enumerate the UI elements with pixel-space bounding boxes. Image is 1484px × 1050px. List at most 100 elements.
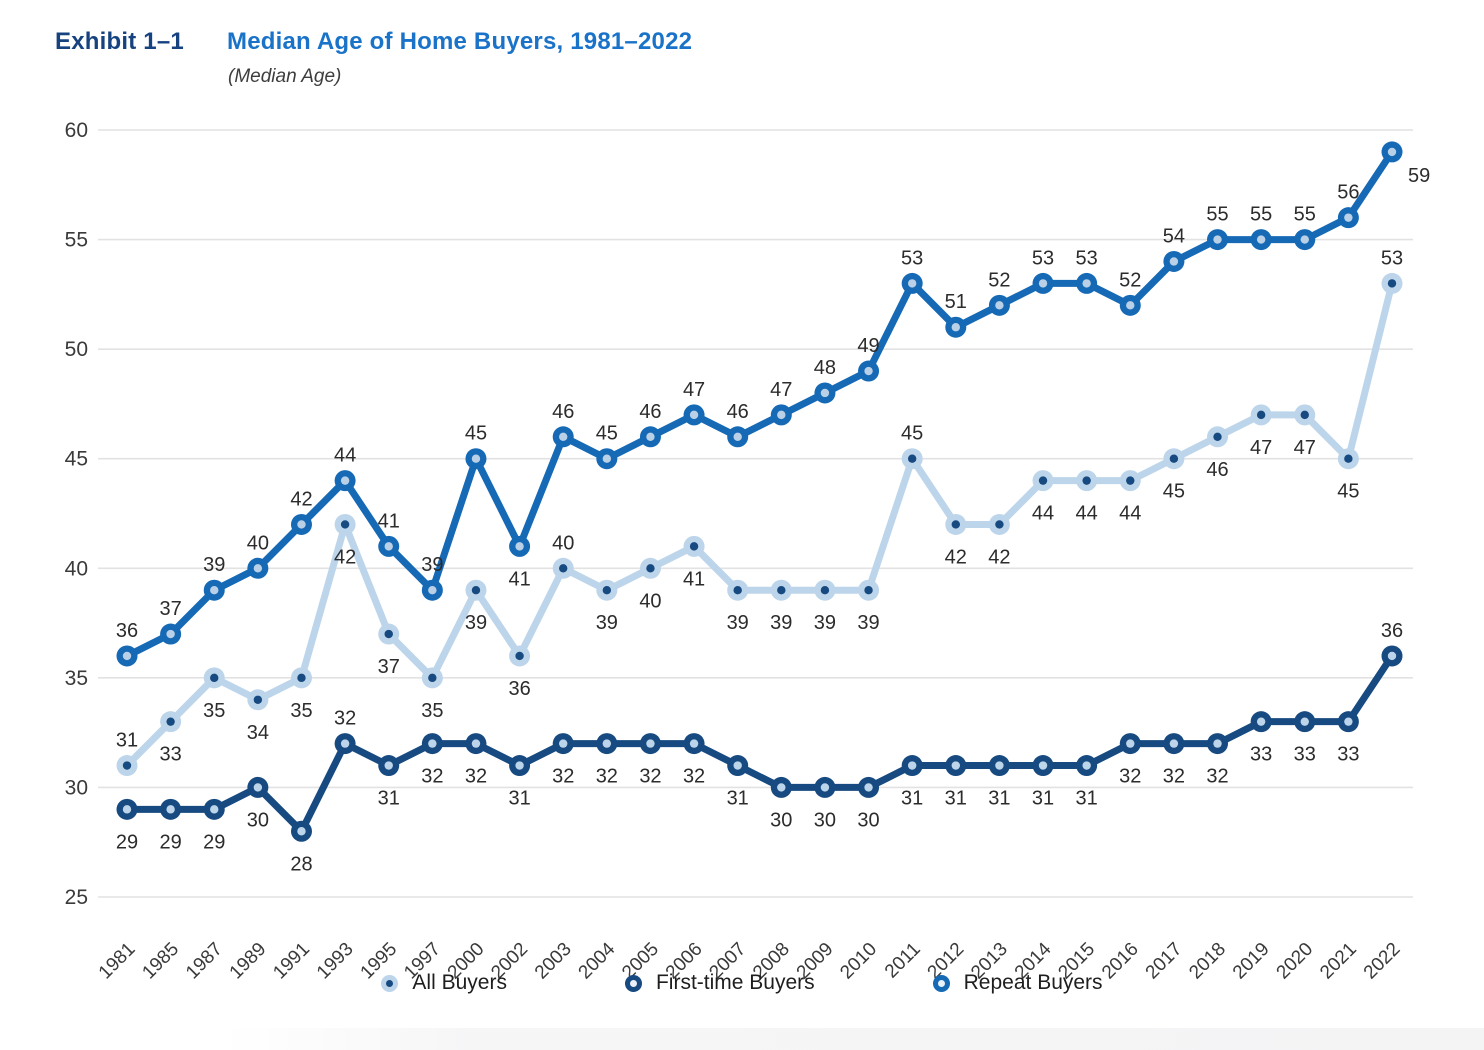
data-point-center [733, 586, 742, 595]
data-label: 52 [988, 269, 1010, 291]
data-label: 47 [1250, 437, 1272, 459]
data-label: 39 [596, 612, 618, 634]
data-label: 28 [290, 853, 312, 875]
data-label: 30 [247, 809, 269, 831]
data-label: 32 [1206, 766, 1228, 788]
data-point-center [1082, 761, 1091, 770]
series-line-all-buyers [123, 279, 1396, 770]
data-point-center [297, 827, 306, 836]
data-point-center [297, 520, 306, 529]
legend: All Buyers First-time Buyers Repeat Buye… [0, 971, 1484, 995]
data-point-center [1387, 279, 1397, 288]
data-point-center [210, 586, 219, 595]
data-point-center [733, 432, 742, 441]
data-label: 44 [1032, 503, 1054, 525]
data-label: 34 [247, 722, 269, 744]
data-label: 35 [203, 700, 225, 722]
data-point-center [1344, 717, 1353, 726]
data-label: 31 [508, 788, 530, 810]
legend-item-repeat-buyers: Repeat Buyers [932, 971, 1103, 995]
data-label: 47 [770, 379, 792, 401]
data-point-center [646, 739, 655, 748]
data-point-center [907, 761, 917, 770]
y-tick-25: 25 [65, 886, 88, 909]
data-point-center [340, 520, 350, 529]
data-point-center [1256, 410, 1266, 420]
data-label: 39 [814, 612, 836, 634]
data-label: 46 [639, 401, 661, 423]
data-label: 30 [770, 809, 792, 831]
data-label: 36 [1381, 620, 1403, 642]
data-label: 55 [1206, 204, 1228, 226]
data-point-center [1300, 235, 1309, 244]
data-point-center [602, 454, 612, 463]
data-point-center [471, 739, 481, 748]
data-label: 31 [1076, 788, 1098, 810]
data-label: 29 [116, 831, 138, 853]
data-label: 39 [421, 554, 443, 576]
chart-title: Median Age of Home Buyers, 1981–2022 [227, 28, 693, 55]
data-point-center [820, 388, 830, 398]
data-point-center [166, 717, 175, 726]
series-line-repeat-buyers [123, 148, 1396, 660]
first-time-buyers-marker-icon [624, 974, 642, 992]
data-label: 39 [770, 612, 792, 634]
data-label: 56 [1337, 182, 1359, 204]
data-label: 36 [508, 678, 530, 700]
data-label: 45 [596, 423, 618, 445]
data-point-center [1213, 739, 1222, 748]
data-point-center [1213, 235, 1222, 244]
data-label: 44 [1076, 503, 1098, 525]
data-point-center [297, 673, 306, 683]
data-label: 32 [421, 766, 443, 788]
data-point-center [1082, 476, 1091, 485]
data-point-center [559, 432, 568, 441]
data-label: 42 [290, 488, 312, 510]
data-label: 45 [1163, 481, 1185, 503]
data-point-center [1169, 454, 1179, 463]
data-point-center [253, 695, 263, 704]
data-label: 55 [1250, 204, 1272, 226]
data-point-center [777, 586, 786, 595]
data-label: 37 [378, 656, 400, 678]
data-point-center [559, 564, 568, 573]
y-tick-60: 60 [65, 119, 88, 142]
data-label: 35 [421, 700, 443, 722]
legend-item-all-buyers: All Buyers [381, 971, 507, 995]
y-tick-45: 45 [65, 448, 88, 471]
data-point-center [689, 739, 699, 748]
data-point-center [1344, 454, 1353, 463]
data-point-center [907, 454, 917, 463]
data-point-center [122, 651, 132, 661]
data-point-center [995, 761, 1004, 770]
data-label: 45 [901, 423, 923, 445]
data-label: 49 [857, 335, 879, 357]
data-label: 53 [901, 247, 923, 269]
data-point-center [1256, 235, 1266, 244]
data-point-center [428, 586, 437, 595]
y-tick-55: 55 [65, 229, 88, 252]
data-point-center [995, 301, 1004, 310]
data-label: 41 [683, 568, 705, 590]
data-point-center [995, 520, 1004, 529]
data-point-center [428, 739, 437, 748]
data-point-center [166, 805, 175, 814]
data-point-center [951, 520, 960, 529]
data-label: 55 [1294, 204, 1316, 226]
data-point-center [1126, 739, 1135, 748]
data-label: 45 [465, 423, 487, 445]
data-point-center [733, 761, 742, 770]
data-point-center [340, 476, 350, 485]
data-label: 32 [552, 766, 574, 788]
data-point-center [166, 629, 175, 639]
data-label: 53 [1381, 247, 1403, 269]
data-label: 46 [552, 401, 574, 423]
data-label: 39 [203, 554, 225, 576]
data-label: 31 [1032, 788, 1054, 810]
legend-label-first-time-buyers: First-time Buyers [655, 971, 815, 994]
data-label: 33 [1250, 744, 1272, 766]
data-label: 31 [945, 788, 967, 810]
data-label: 41 [378, 510, 400, 532]
repeat-buyers-marker-icon [932, 974, 950, 992]
